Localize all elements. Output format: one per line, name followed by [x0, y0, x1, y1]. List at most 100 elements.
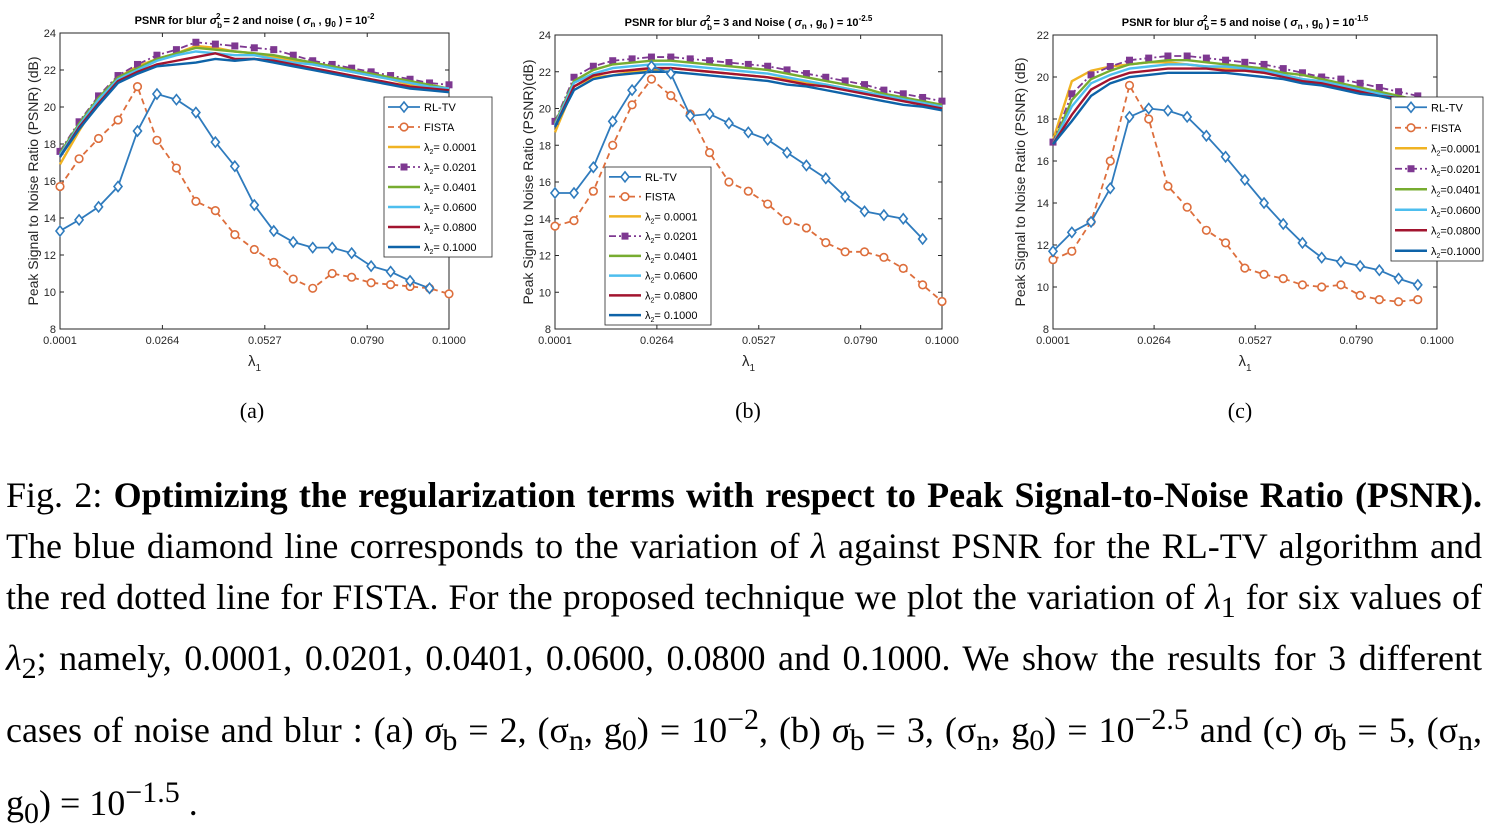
- data-point: [840, 247, 850, 257]
- caption-case-b-sigma: σ: [831, 710, 850, 751]
- data-point: [132, 124, 143, 138]
- series-line: [553, 59, 943, 124]
- series-4: [1049, 52, 1422, 146]
- x-tick-label: 0.0001: [43, 335, 77, 347]
- legend-item: FISTA: [609, 192, 676, 204]
- caption-case-b-mid: , g: [991, 710, 1030, 751]
- legend-marker: [620, 192, 630, 202]
- data-point: [1144, 114, 1154, 124]
- legend: RL-TV FISTA λ2=0.0001 λ2=0.0201 λ2=0.0401 λ2=…: [1390, 96, 1484, 262]
- data-point: [288, 235, 299, 249]
- data-point: [879, 252, 889, 262]
- data-point: [646, 59, 657, 73]
- chart-title: PSNR for blur σb2 = 5 and noise ( σn , g…: [1122, 14, 1369, 32]
- data-point: [211, 40, 219, 48]
- legend-item: λ2=0.0600: [1395, 205, 1480, 219]
- data-point: [821, 238, 831, 248]
- chart-panel-1: 8 10 12 14 16 18 20 22 24 0.0001 0.0264 0.0527 0.079…: [25, 12, 493, 423]
- data-point: [1220, 150, 1231, 164]
- data-point: [385, 265, 396, 278]
- series-line: [553, 66, 943, 128]
- data-point: [192, 38, 200, 46]
- data-point: [1335, 255, 1346, 269]
- series-8: [1052, 71, 1418, 145]
- data-point: [1164, 52, 1172, 60]
- legend-item: λ2= 0.0201: [388, 162, 477, 176]
- data-point: [628, 55, 636, 63]
- caption-lambda1: λ: [1205, 577, 1221, 617]
- data-point: [171, 163, 182, 173]
- data-point: [878, 208, 889, 222]
- y-tick-label: 14: [44, 213, 56, 225]
- y-tick-label: 14: [539, 214, 551, 226]
- series-5: [58, 46, 450, 154]
- y-tick-label: 12: [1037, 240, 1049, 252]
- legend-label: λ2= 0.1000: [424, 242, 477, 256]
- series-8: [553, 70, 943, 128]
- legend: RL-TV FISTA λ2= 0.0001 λ2= 0.0201 λ2= 0.0401…: [383, 96, 493, 258]
- caption-case-b-exp: −2.5: [1134, 703, 1189, 737]
- data-point: [1278, 274, 1288, 284]
- data-point: [627, 100, 637, 110]
- legend-label: λ2= 0.0800: [645, 290, 698, 304]
- data-point: [231, 42, 239, 50]
- legend-item: RL-TV: [388, 100, 456, 114]
- data-point: [782, 146, 793, 159]
- caption-case-a-rest: = 2, (σ: [457, 710, 569, 751]
- series-line: [1052, 71, 1418, 145]
- data-point: [1124, 80, 1135, 90]
- y-tick-label: 24: [44, 28, 56, 40]
- x-tick-label: 0.0264: [1137, 335, 1171, 347]
- legend-label: λ2= 0.0401: [645, 251, 698, 265]
- caption-case-c-pre: and (c): [1188, 710, 1314, 751]
- data-point: [269, 257, 279, 268]
- data-point: [1067, 246, 1077, 256]
- legend-label: λ2= 0.0800: [424, 222, 477, 236]
- series-line: [553, 63, 943, 126]
- legend-label: λ2= 0.0001: [645, 211, 698, 225]
- series-line: [1051, 59, 1419, 145]
- data-point: [1222, 56, 1230, 64]
- y-tick-label: 10: [1037, 282, 1049, 294]
- legend-item: λ2=0.0800: [1395, 225, 1480, 239]
- series-line: [1051, 67, 1419, 145]
- data-point: [1183, 52, 1191, 60]
- caption-case-a-sigma: σ: [424, 710, 443, 751]
- legend-label: λ2= 0.0001: [424, 142, 477, 156]
- data-point: [1145, 54, 1153, 62]
- data-point: [1337, 75, 1345, 83]
- legend-label: λ2= 0.0401: [424, 182, 477, 196]
- x-tick-label: 0.0790: [1339, 335, 1373, 347]
- data-point: [667, 53, 675, 61]
- data-point: [54, 224, 66, 238]
- caption-case-a-mid: , g: [583, 710, 622, 751]
- data-point: [1412, 278, 1423, 292]
- data-point: [327, 241, 338, 254]
- x-tick-label: 0.1000: [925, 335, 959, 347]
- series-6: [553, 63, 943, 126]
- x-tick-label: 0.0790: [350, 335, 384, 347]
- data-point: [859, 247, 870, 257]
- data-point: [385, 280, 396, 290]
- y-tick-label: 22: [539, 67, 551, 79]
- legend-label: RL-TV: [645, 172, 677, 184]
- y-tick-label: 8: [545, 324, 551, 336]
- y-tick-label: 18: [539, 140, 551, 152]
- data-point: [1182, 110, 1193, 124]
- legend-label: λ2= 0.0600: [424, 202, 477, 216]
- caption-case-c-sigma: σ: [1313, 710, 1332, 751]
- data-point: [743, 186, 753, 196]
- series-1: [54, 87, 435, 295]
- data-point: [608, 140, 618, 150]
- data-point: [686, 55, 694, 63]
- legend-label: λ2=0.1000: [1431, 246, 1480, 260]
- data-point: [1202, 54, 1210, 62]
- data-point: [724, 177, 734, 187]
- data-point: [1393, 272, 1404, 285]
- caption-prefix: Fig. 2:: [6, 475, 114, 515]
- chart-panel-2: 8 10 12 14 16 18 20 22 24 0.0001 0.0264 0.0527 0.079…: [520, 14, 959, 423]
- data-point: [112, 180, 124, 193]
- legend-label: λ2= 0.0201: [645, 231, 698, 245]
- data-point: [1317, 282, 1327, 292]
